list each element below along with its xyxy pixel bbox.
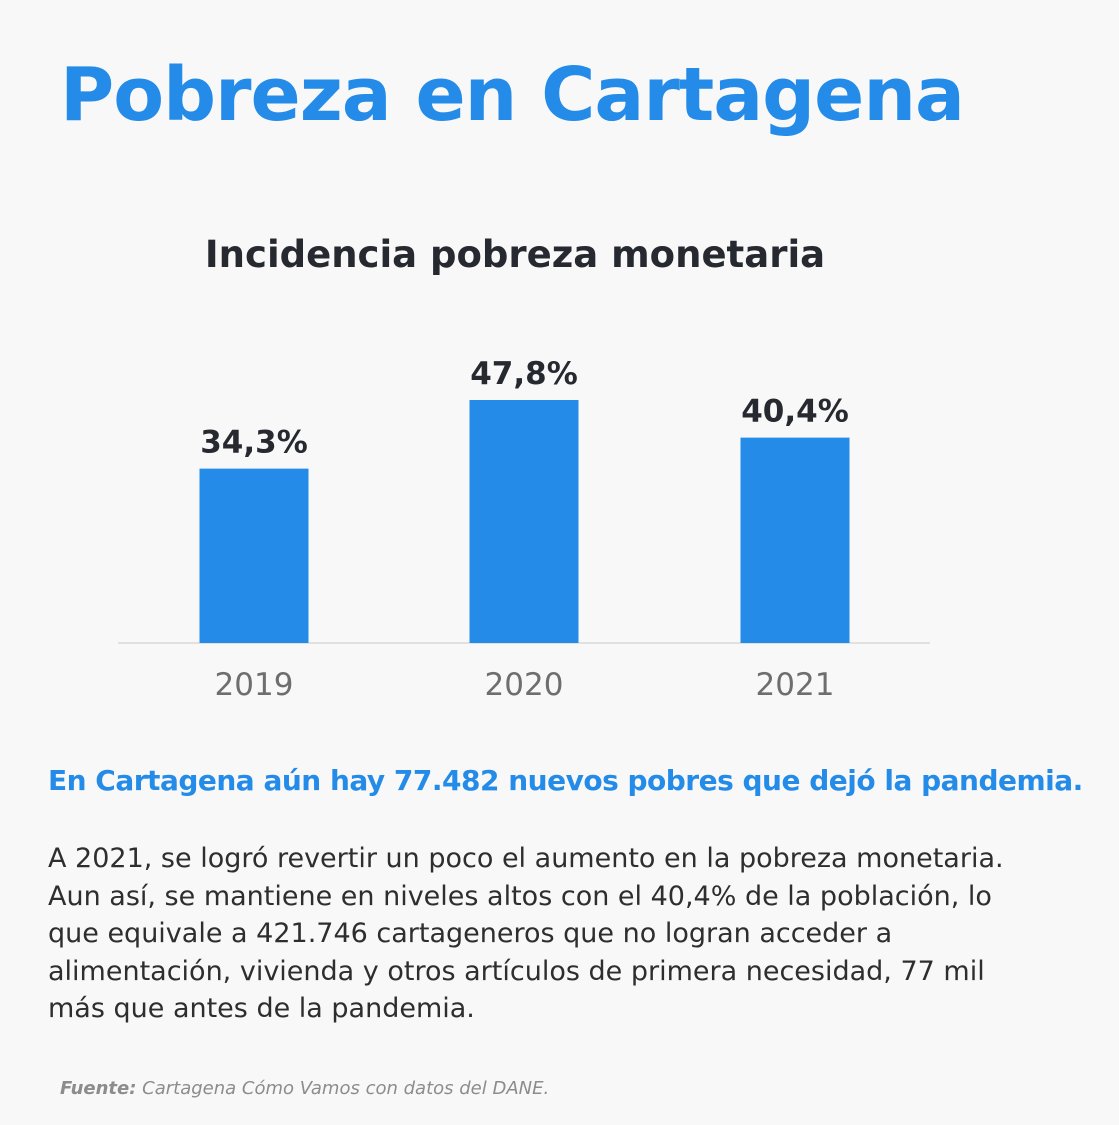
value-label-2020: 47,8% [470, 356, 578, 392]
page-title: Pobreza en Cartagena [60, 52, 965, 138]
body-line: A 2021, se logró revertir un poco el aum… [48, 843, 1004, 874]
x-tick-label-2019: 2019 [215, 667, 294, 703]
x-tick-label-2020: 2020 [485, 667, 564, 703]
bar-2020 [469, 400, 579, 643]
source-label: Fuente: [60, 1078, 137, 1099]
body-line: más que antes de la pandemia. [48, 993, 475, 1024]
body-line: alimentación, vivienda y otros artículos… [48, 955, 985, 987]
value-label-2021: 40,4% [741, 394, 849, 430]
bar-2021 [740, 437, 850, 643]
value-label-2019: 34,3% [200, 425, 308, 461]
body-line: Aun así, se mantiene en niveles altos co… [48, 880, 992, 912]
headline: En Cartagena aún hay 77.482 nuevos pobre… [48, 764, 1083, 797]
bar-chart: 34,3% 2019 47,8% 2020 40,4% 2021 [118, 356, 930, 703]
x-tick-label-2021: 2021 [756, 667, 835, 703]
bar-2019 [199, 468, 309, 643]
source-note: Fuente: Cartagena Cómo Vamos con datos d… [60, 1078, 549, 1099]
body-line: que equivale a 421.746 cartageneros que … [48, 918, 893, 949]
source-text: Cartagena Cómo Vamos con datos del DANE. [136, 1078, 550, 1099]
chart-title: Incidencia pobreza monetaria [204, 233, 826, 276]
body-paragraph: A 2021, se logró revertir un poco el aum… [48, 840, 1108, 1028]
